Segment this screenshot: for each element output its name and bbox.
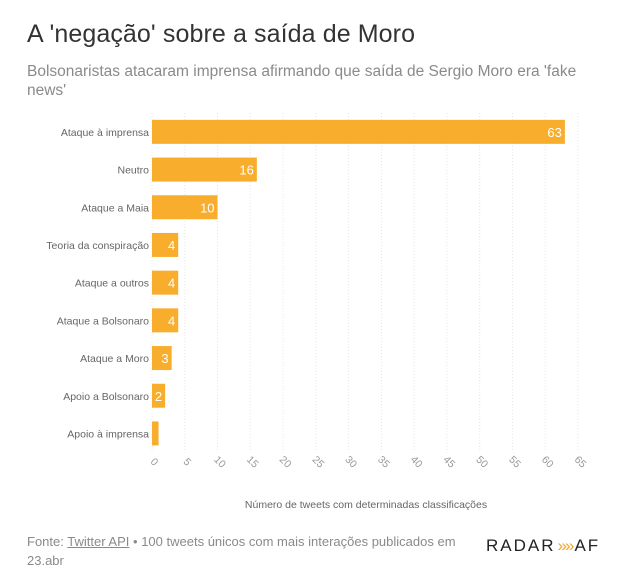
x-tick-label: 55 <box>506 454 523 471</box>
data-label: 2 <box>155 389 162 404</box>
data-label: 16 <box>239 163 253 178</box>
category-label: Teoria da conspiração <box>46 240 149 252</box>
data-label: 3 <box>161 351 168 366</box>
bar <box>152 270 179 295</box>
x-tick-label: 20 <box>277 454 294 471</box>
category-label: Neutro <box>117 165 149 177</box>
category-label: Ataque a Bolsonaro <box>57 315 149 327</box>
x-tick-label: 25 <box>310 454 327 471</box>
x-tick-label: 10 <box>211 454 228 471</box>
x-tick-label: 45 <box>441 454 458 471</box>
bar <box>152 383 166 408</box>
x-tick-label: 40 <box>408 454 425 471</box>
bar-chart: Ataque à imprensa 63 Neutro 16 Ataque a Maia… <box>46 113 589 471</box>
data-label: 63 <box>547 125 561 140</box>
logo-right: AF <box>574 536 601 555</box>
x-tick-label: 5 <box>181 456 194 469</box>
footer-prefix: Fonte: <box>27 534 64 549</box>
x-axis-label: Número de tweets com determinadas classi… <box>244 499 488 511</box>
footer: Fonte: Twitter API • 100 tweets únicos c… <box>27 532 467 570</box>
bar <box>152 232 179 257</box>
category-label: Ataque à imprensa <box>61 127 149 139</box>
radar-af-logo: RADAR »» AF <box>486 536 600 556</box>
chart-title: A 'negação' sobre a saída de Moro <box>27 20 416 48</box>
data-label: 4 <box>168 276 175 291</box>
data-label: 10 <box>200 200 214 215</box>
category-label: Ataque a Maia <box>81 202 149 214</box>
x-tick-label: 15 <box>244 454 261 471</box>
footer-text: 100 tweets únicos com mais interações pu… <box>27 534 456 568</box>
footer-bullet: • <box>133 534 138 549</box>
data-label: 4 <box>168 313 175 328</box>
bar <box>152 157 257 182</box>
source-link[interactable]: Twitter API <box>67 534 130 549</box>
chart-subtitle: Bolsonaristas atacaram imprensa afirmand… <box>27 63 577 99</box>
x-tick-label: 60 <box>539 454 556 471</box>
bar <box>152 308 179 333</box>
category-label: Ataque a Moro <box>80 353 149 365</box>
category-label: Apoio a Bolsonaro <box>63 391 149 403</box>
bar <box>152 421 159 446</box>
logo-chevrons-icon: »» <box>557 536 575 555</box>
category-label: Apoio à imprensa <box>67 428 149 440</box>
category-label: Ataque a outros <box>75 278 149 290</box>
x-tick-label: 35 <box>375 454 392 471</box>
data-label: 4 <box>168 238 175 253</box>
logo-left: RADAR <box>486 536 556 555</box>
x-tick-label: 50 <box>473 454 490 471</box>
x-tick-label: 65 <box>572 454 589 471</box>
bar <box>152 195 218 220</box>
bar <box>152 119 565 144</box>
x-tick-label: 30 <box>342 454 359 471</box>
x-tick-label: 0 <box>148 456 161 469</box>
bar <box>152 346 172 371</box>
